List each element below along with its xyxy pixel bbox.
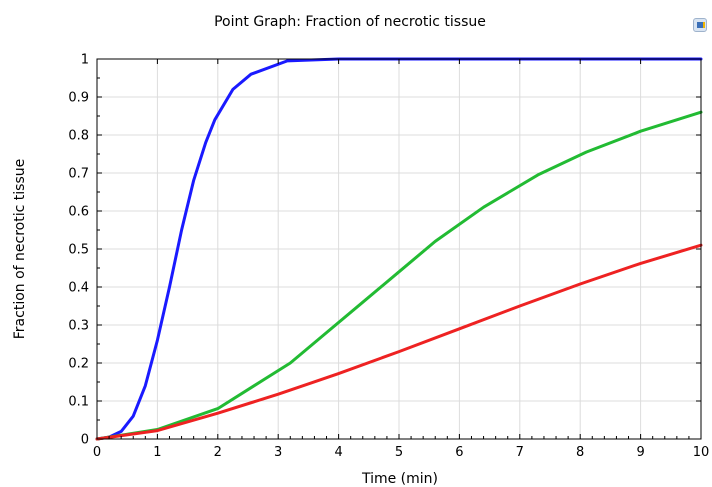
x-tick-label: 0	[93, 445, 101, 460]
x-axis-label: Time (min)	[361, 471, 438, 487]
y-tick-label: 0.3	[68, 319, 89, 334]
series-line-3	[95, 243, 703, 441]
y-tick-label: 0.8	[68, 129, 89, 144]
y-tick-label: 0.5	[68, 243, 89, 258]
y-tick-label: 0.6	[68, 205, 89, 220]
x-tick-label: 5	[395, 445, 403, 460]
y-tick-label: 0.9	[68, 91, 89, 106]
x-tick-label: 9	[636, 445, 644, 460]
x-tick-label: 2	[214, 445, 222, 460]
chart-title: Point Graph: Fraction of necrotic tissue	[214, 14, 486, 30]
y-axis-label: Fraction of necrotic tissue	[12, 159, 28, 339]
grid	[96, 58, 702, 440]
y-tick-label: 0.2	[68, 357, 89, 372]
x-tick-label: 4	[334, 445, 342, 460]
series-line-2	[95, 110, 703, 441]
x-tick-label: 8	[576, 445, 584, 460]
ticks: 0 1 2 3 4 5 6 7 8 9 10 0 0.1 0.2 0.3 0.4 0.5 0.6 0.7 0.8 0.9…	[68, 53, 709, 461]
x-tick-label: 1	[153, 445, 161, 460]
graph-toolbar-icon[interactable]	[693, 18, 707, 32]
y-tick-label: 1	[81, 53, 89, 68]
x-tick-label: 7	[516, 445, 524, 460]
y-tick-label: 0.7	[68, 167, 89, 182]
x-tick-label: 10	[693, 445, 710, 460]
y-tick-label: 0.4	[68, 281, 89, 296]
x-tick-label: 6	[455, 445, 463, 460]
y-tick-label: 0	[81, 433, 89, 448]
x-tick-label: 3	[274, 445, 282, 460]
y-tick-label: 0.1	[68, 395, 89, 410]
